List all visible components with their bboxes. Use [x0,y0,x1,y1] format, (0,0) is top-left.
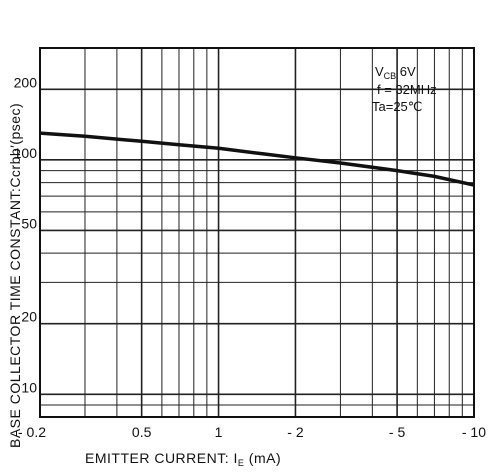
annotation-vcb: VCB 6V [375,64,416,81]
y-tick-label: 100 [14,145,38,161]
plot-frame [39,47,475,418]
x-tick-label: - 10 [462,424,486,440]
grid-lines [40,48,474,417]
x-tick-labels: - 0.2 0.5 1 - 2 - 5 - 10 [18,424,486,440]
x-tick-label: 1 [215,424,223,440]
y-tick-label: 50 [21,215,37,231]
annotation-temperature: Ta=25℃ [372,99,422,114]
x-axis-title: EMITTER CURRENT: IE (mA) [85,450,281,468]
annotation-box: VCB 6V f = 32MHz Ta=25℃ [372,64,437,114]
data-line [39,131,475,187]
y-axis-title: BASE COLLECTOR TIME CONSTANT:Ccrbb′(psec… [7,103,23,448]
y-tick-label: 10 [21,379,37,395]
y-tick-labels: 10 20 50 100 200 [14,74,38,395]
x-tick-label: - 2 [287,424,304,440]
annotation-frequency: f = 32MHz [377,82,437,97]
y-tick-label: 20 [21,309,37,325]
x-tick-label: - 0.2 [18,424,46,440]
y-tick-label: 200 [14,74,38,90]
x-tick-label: - 5 [389,424,406,440]
x-tick-label: 0.5 [132,424,152,440]
